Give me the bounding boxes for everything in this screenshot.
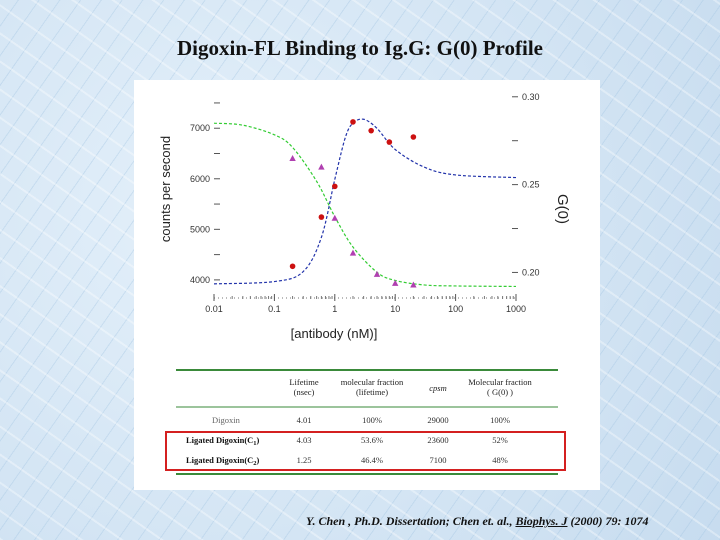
triangle-point [373, 270, 381, 277]
citation-prefix: Y. Chen , Ph.D. Dissertation; Chen et. a… [306, 514, 516, 528]
y-right-tick-label: 0.25 [522, 180, 540, 190]
table-header-cell: Lifetime (nsec) [289, 377, 318, 397]
triangle-point [289, 155, 296, 162]
fit-curve-right [213, 118, 517, 285]
x-tick-label: 1 [332, 304, 337, 314]
circle-point [289, 263, 296, 270]
citation: Y. Chen , Ph.D. Dissertation; Chen et. a… [306, 514, 648, 529]
citation-suffix: (2000) 79: 1074 [567, 514, 649, 528]
table-cell: 100% [362, 415, 382, 425]
figure-panel: 0.01 0.1 1 10 100 1000 4000 5000 6000 7000 0.20 0.2… [134, 80, 600, 490]
table-cell: 48% [492, 455, 508, 465]
y-left-tick-label: 4000 [190, 275, 210, 285]
table-cell: 29000 [427, 415, 448, 425]
table-cell: 46.4% [361, 455, 383, 465]
y-left-tick-label: 7000 [190, 123, 210, 133]
y-left-tick-label: 5000 [190, 224, 210, 234]
circle-point [318, 214, 325, 220]
fraction-table: Lifetime (nsec) molecular fraction (lifetim… [165, 369, 566, 475]
y-right-tick-label: 0.30 [522, 92, 540, 102]
binding-chart: 0.01 0.1 1 10 100 1000 4000 5000 6000 7000 0.20 0.2… [158, 92, 571, 475]
circle-point [386, 139, 393, 145]
table-cell: 1.25 [297, 455, 312, 465]
table-cell: 7100 [430, 455, 447, 465]
triangle-point [318, 163, 325, 170]
circle-point [332, 183, 338, 190]
triangle-point [349, 249, 357, 256]
triangle-point [331, 214, 338, 221]
x-tick-label: 1000 [506, 304, 526, 314]
circle-point [410, 134, 417, 140]
circle-point [350, 119, 356, 125]
triangle-point [392, 279, 399, 286]
table-cell: 53.6% [361, 435, 383, 445]
table-cell: 100% [490, 415, 510, 425]
table-cell: 4.01 [297, 415, 312, 425]
table-cell: 23600 [427, 435, 448, 445]
table-row-label: Digoxin [212, 415, 241, 425]
citation-journal: Biophys. J [515, 514, 568, 528]
table-header-cell: Molecular fraction( G(0) ) [468, 377, 532, 397]
table-row-label: Ligated Digoxin(C1) [186, 435, 260, 447]
table-header-cell: molecular fraction (lifetime) [341, 377, 404, 397]
highlight-box [165, 431, 566, 471]
y-axis-right-label: G(0) [554, 194, 571, 224]
table-header-cell: cpsm [429, 383, 446, 393]
table-cell: 4.03 [297, 435, 312, 445]
x-tick-label: 10 [390, 304, 400, 314]
slide-title: Digoxin-FL Binding to Ig.G: G(0) Profile [177, 36, 543, 60]
fit-curve-left [213, 122, 517, 288]
x-axis-label: [antibody (nM)] [291, 326, 378, 341]
x-tick-label: 0.1 [268, 304, 281, 314]
triangle-point [410, 281, 417, 288]
y-right-tick-label: 0.20 [522, 267, 540, 277]
x-tick-label: 0.01 [205, 304, 223, 314]
table-row-label: Ligated Digoxin(C2) [186, 455, 260, 467]
y-axis-left-label: counts per second [158, 136, 173, 242]
table-cell: 52% [492, 435, 508, 445]
circle-point [368, 127, 374, 134]
y-left-tick-label: 6000 [190, 174, 210, 184]
x-tick-label: 100 [448, 304, 463, 314]
